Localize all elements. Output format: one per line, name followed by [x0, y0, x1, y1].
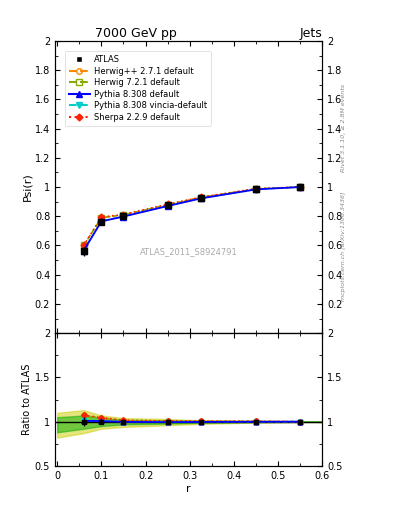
- X-axis label: r: r: [186, 483, 191, 494]
- Text: Rivet 3.1.10, ≥ 2.8M events: Rivet 3.1.10, ≥ 2.8M events: [342, 84, 346, 172]
- Y-axis label: Ratio to ATLAS: Ratio to ATLAS: [22, 364, 32, 435]
- Legend: ATLAS, Herwig++ 2.7.1 default, Herwig 7.2.1 default, Pythia 8.308 default, Pythi: ATLAS, Herwig++ 2.7.1 default, Herwig 7.…: [64, 51, 211, 126]
- Text: ATLAS_2011_S8924791: ATLAS_2011_S8924791: [140, 247, 237, 256]
- Y-axis label: Psi(r): Psi(r): [22, 173, 32, 201]
- Text: mcplots.cern.ch [arXiv:1306.3436]: mcplots.cern.ch [arXiv:1306.3436]: [342, 191, 346, 301]
- Text: 7000 GeV pp: 7000 GeV pp: [95, 27, 177, 40]
- Text: Jets: Jets: [299, 27, 322, 40]
